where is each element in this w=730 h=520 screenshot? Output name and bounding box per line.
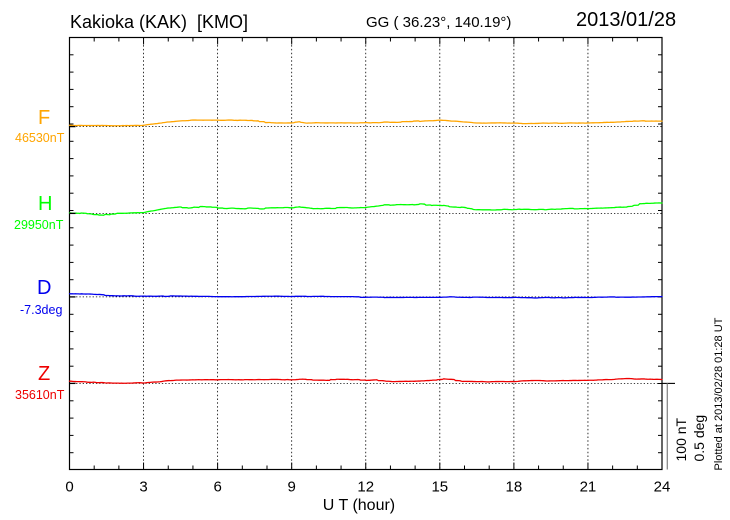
svg-text:6: 6 <box>213 479 221 496</box>
svg-text:Plotted at 2013/02/28 01:28 UT: Plotted at 2013/02/28 01:28 UT <box>713 317 725 470</box>
svg-text:0: 0 <box>65 479 73 496</box>
svg-text:9: 9 <box>288 479 296 496</box>
svg-text:15: 15 <box>431 479 448 496</box>
svg-text:24: 24 <box>654 479 671 496</box>
svg-text:0.5 deg: 0.5 deg <box>691 415 707 462</box>
svg-text:21: 21 <box>580 479 597 496</box>
svg-text:3: 3 <box>139 479 147 496</box>
svg-text:12: 12 <box>357 479 374 496</box>
svg-text:18: 18 <box>506 479 523 496</box>
svg-text:100 nT: 100 nT <box>673 417 689 461</box>
